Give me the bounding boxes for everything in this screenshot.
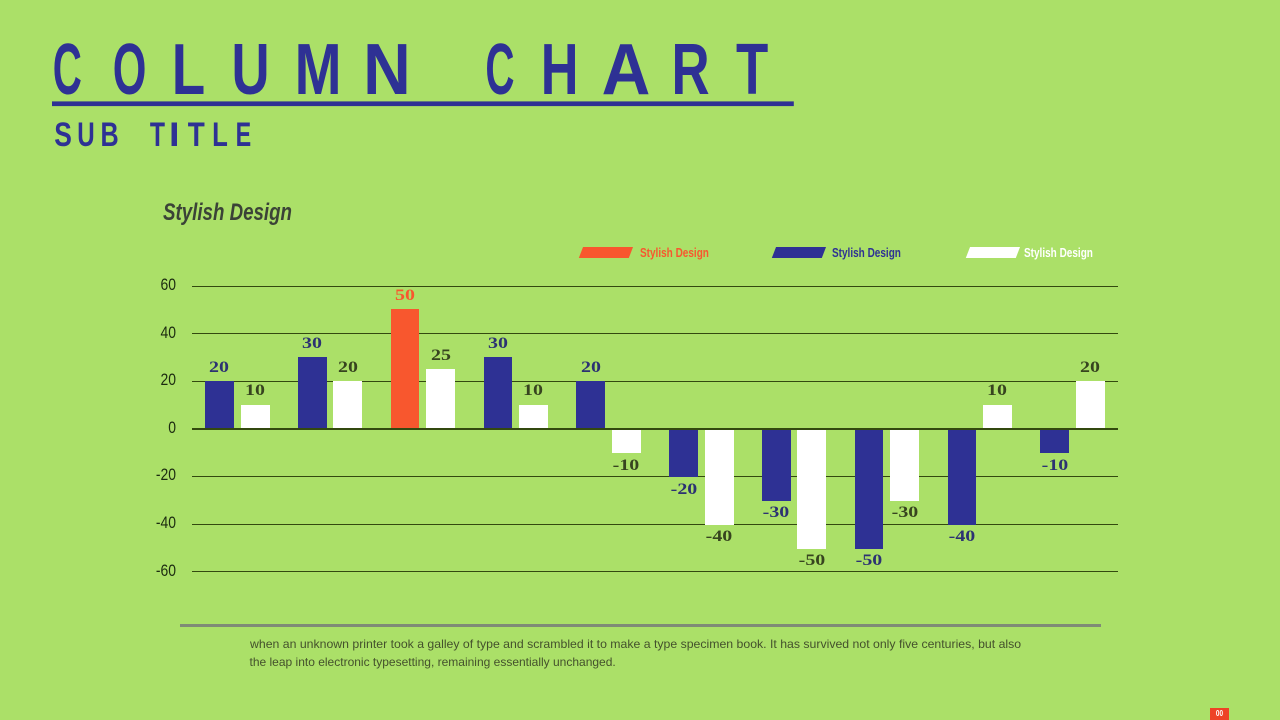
svg-text:R: R xyxy=(672,30,710,110)
svg-text:O: O xyxy=(113,29,147,110)
svg-text:A: A xyxy=(602,29,651,110)
svg-text:L: L xyxy=(212,115,228,154)
svg-text:M: M xyxy=(295,28,342,109)
svg-text:H: H xyxy=(541,30,579,110)
svg-text:I: I xyxy=(169,115,180,154)
svg-text:B: B xyxy=(100,116,118,154)
svg-text:U: U xyxy=(77,116,94,154)
svg-text:N: N xyxy=(363,28,411,109)
svg-text:T: T xyxy=(736,30,768,110)
svg-text:U: U xyxy=(231,30,269,110)
svg-text:T: T xyxy=(150,116,166,154)
svg-text:S: S xyxy=(54,115,72,154)
svg-text:E: E xyxy=(236,116,252,155)
svg-text:L: L xyxy=(172,29,205,110)
svg-text:C: C xyxy=(53,30,82,110)
svg-text:C: C xyxy=(485,30,514,110)
svg-text:T: T xyxy=(188,115,205,154)
